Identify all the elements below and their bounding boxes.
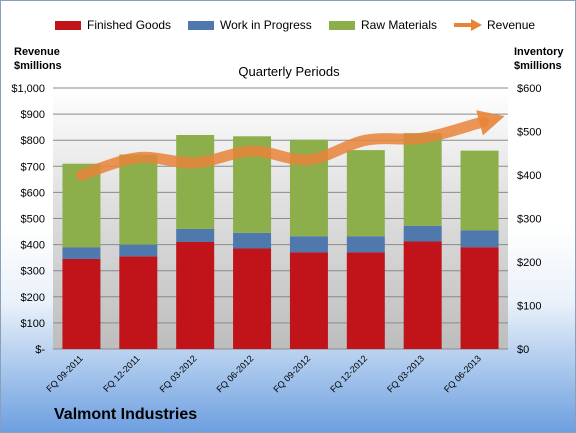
- right-axis-tick-label: $100: [517, 301, 541, 313]
- legend-arrow-icon: [454, 19, 482, 31]
- x-axis-tick-label: FQ 12-2012: [328, 353, 369, 394]
- legend-label-work-in-progress: Work in Progress: [220, 18, 312, 32]
- legend-item-finished-goods: Finished Goods: [55, 16, 171, 34]
- left-axis-tick-label: $100: [21, 318, 45, 330]
- bar-raw-materials: [403, 133, 442, 226]
- bar-work-in-progress: [62, 247, 101, 259]
- legend-label-revenue: Revenue: [487, 18, 536, 32]
- x-axis-tick-label: FQ 06-2013: [442, 353, 483, 394]
- bar-finished-goods: [403, 241, 442, 349]
- left-axis-tick-label: $200: [21, 292, 45, 304]
- left-axis-tick-label: $400: [21, 240, 45, 252]
- legend-item-raw-materials: Raw Materials: [329, 16, 437, 34]
- left-axis-tick-label: $700: [21, 161, 45, 173]
- right-axis-title: Inventory $millions: [514, 45, 564, 73]
- x-axis-tick-label: FQ 03-2012: [158, 353, 199, 394]
- legend-item-revenue: Revenue: [453, 16, 535, 34]
- right-axis-title-line1: Inventory: [514, 46, 564, 58]
- right-axis-tick-label: $400: [517, 170, 541, 182]
- bar-raw-materials: [460, 150, 499, 231]
- x-axis-tick-label: FQ 06-2012: [214, 353, 255, 394]
- legend-swatch-finished-goods: [55, 20, 81, 30]
- right-axis-tick-label: $200: [517, 257, 541, 269]
- bar-work-in-progress: [289, 236, 328, 253]
- left-axis-title-line2: $millions: [14, 60, 62, 72]
- left-axis-tick-label: $800: [21, 135, 45, 147]
- bar-finished-goods: [119, 256, 158, 349]
- right-axis-tick-label: $600: [517, 83, 541, 95]
- legend-swatch-work-in-progress: [188, 20, 214, 30]
- bar-raw-materials: [176, 134, 215, 229]
- bar-finished-goods: [62, 258, 101, 349]
- bar-finished-goods: [176, 241, 215, 349]
- right-axis-tick-label: $0: [517, 344, 529, 356]
- legend-item-work-in-progress: Work in Progress: [188, 16, 312, 34]
- bar-finished-goods: [233, 248, 272, 349]
- bar-work-in-progress: [233, 232, 272, 249]
- left-axis-tick-label: $-: [35, 344, 45, 356]
- left-axis-tick-label: $300: [21, 266, 45, 278]
- chart-subtitle: Quarterly Periods: [238, 64, 340, 79]
- bar-work-in-progress: [119, 244, 158, 257]
- left-axis-tick-label: $600: [21, 187, 45, 199]
- bar-work-in-progress: [460, 230, 499, 248]
- left-axis-title: Revenue $millions: [14, 45, 62, 73]
- bar-raw-materials: [119, 154, 158, 245]
- bar-finished-goods: [289, 252, 328, 349]
- left-axis-tick-label: $1,000: [11, 83, 45, 95]
- bar-work-in-progress: [346, 236, 385, 253]
- revenue-arrow-head: [476, 110, 505, 136]
- right-axis-title-line2: $millions: [514, 60, 562, 72]
- bar-work-in-progress: [176, 228, 215, 242]
- legend-label-raw-materials: Raw Materials: [361, 18, 438, 32]
- revenue-line: [75, 116, 489, 181]
- left-axis-tick-label: $500: [21, 214, 45, 226]
- x-axis-tick-label: FQ 12-2011: [101, 353, 142, 394]
- left-axis-tick-label: $900: [21, 109, 45, 121]
- x-axis-tick-label: FQ 09-2011: [44, 353, 85, 394]
- bar-finished-goods: [346, 252, 385, 349]
- left-axis-title-line1: Revenue: [14, 46, 60, 58]
- x-axis-tick-label: FQ 03-2013: [385, 353, 426, 394]
- company-title: Valmont Industries: [54, 406, 198, 423]
- legend-label-finished-goods: Finished Goods: [87, 18, 172, 32]
- bar-work-in-progress: [403, 225, 442, 242]
- bar-finished-goods: [460, 247, 499, 349]
- right-axis-tick-label: $300: [517, 214, 541, 226]
- bar-raw-materials: [346, 150, 385, 237]
- legend: Finished Goods Work in Progress Raw Mate…: [1, 16, 575, 34]
- x-axis-tick-label: FQ 09-2012: [271, 353, 312, 394]
- legend-swatch-raw-materials: [329, 20, 355, 30]
- right-axis-tick-label: $500: [517, 127, 541, 139]
